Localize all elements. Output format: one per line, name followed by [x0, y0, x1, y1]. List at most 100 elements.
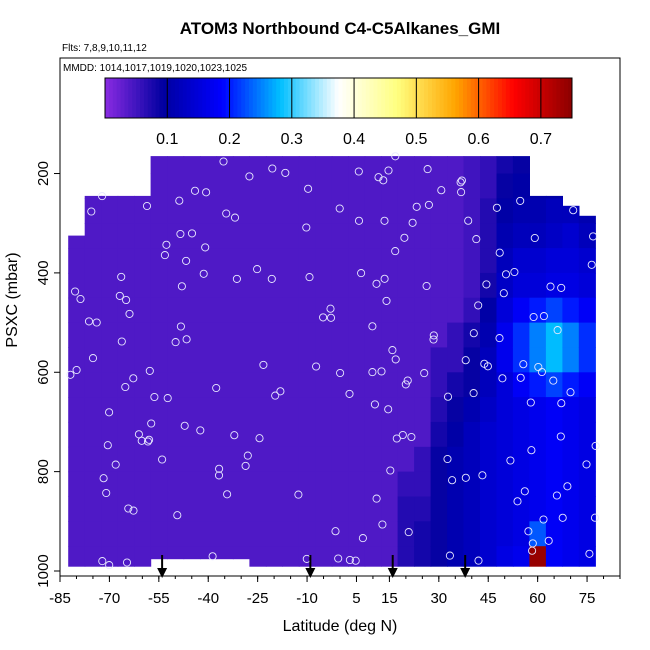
heatmap-cell	[463, 297, 481, 324]
colorbar-swatch	[350, 78, 355, 118]
heatmap-cell	[167, 248, 185, 274]
heatmap-cell	[150, 297, 168, 324]
colorbar-swatch	[389, 78, 394, 118]
colorbar-swatch	[416, 78, 421, 118]
heatmap-cell	[578, 322, 596, 348]
heatmap-cell	[232, 521, 250, 547]
heatmap-cell	[232, 156, 250, 175]
colorbar-swatch	[455, 78, 460, 118]
heatmap-cell	[529, 446, 547, 473]
colorbar-swatch	[513, 78, 519, 118]
sample-marker	[506, 456, 515, 465]
heatmap-cell	[512, 347, 530, 373]
heatmap-cell	[348, 421, 366, 448]
sample-marker	[478, 471, 487, 480]
heatmap-cell	[68, 446, 86, 473]
x-tick-label: 60	[529, 590, 546, 607]
heatmap-cell	[232, 272, 250, 299]
heatmap-cell	[150, 173, 168, 199]
x-axis: -85 -70 -55 -40 -25 -10 5 15 30 45 60 75	[49, 576, 621, 607]
heatmap-cell	[430, 248, 448, 274]
sample-marker	[66, 370, 75, 379]
heatmap-cell	[447, 546, 465, 567]
heatmap-cell	[216, 397, 234, 423]
heatmap-cell	[84, 223, 102, 249]
heatmap-cell	[331, 156, 349, 175]
sample-marker	[456, 178, 465, 187]
heatmap-cell	[480, 223, 498, 249]
sample-marker	[145, 366, 154, 375]
sample-marker	[461, 356, 470, 365]
heatmap-cell	[496, 248, 514, 274]
heatmap-cell	[397, 397, 415, 423]
heatmap-cell	[364, 496, 382, 522]
heatmap-cell	[463, 272, 481, 299]
heatmap-cell	[397, 322, 415, 348]
heatmap-cell	[381, 496, 399, 522]
heatmap-cell	[101, 297, 119, 324]
heatmap-cell	[84, 297, 102, 324]
heatmap-cell	[545, 198, 563, 224]
heatmap-cell	[331, 471, 349, 497]
heatmap-cell	[183, 397, 201, 423]
sample-marker	[422, 281, 431, 291]
heatmap-cell	[496, 521, 514, 547]
sample-marker	[232, 274, 241, 283]
heatmap-cell	[167, 446, 185, 473]
sample-marker	[372, 494, 381, 503]
heatmap-cell	[84, 248, 102, 274]
heatmap-cell	[496, 198, 514, 224]
sample-marker	[129, 374, 138, 383]
heatmap-cell	[364, 173, 382, 199]
heatmap-cell	[480, 198, 498, 224]
heatmap-cell	[348, 322, 366, 348]
sample-marker	[99, 474, 108, 483]
heatmap-cell	[200, 156, 218, 175]
sample-marker	[331, 527, 340, 536]
colorbar-swatch	[287, 78, 293, 118]
sample-marker	[374, 173, 383, 182]
sample-marker	[587, 260, 596, 269]
colorbar-tick-label: 0.5	[405, 131, 427, 148]
sample-marker	[115, 291, 124, 300]
heatmap-cell	[249, 397, 267, 423]
sample-marker	[407, 432, 416, 442]
heatmap-cell	[578, 272, 596, 299]
heatmap-cell	[315, 521, 333, 547]
heatmap-cell	[117, 471, 135, 497]
sample-marker	[304, 184, 313, 193]
heatmap-cell	[101, 198, 119, 224]
heatmap-cell	[480, 496, 498, 522]
heatmap-cell	[167, 546, 185, 560]
heatmap-cell	[414, 496, 432, 522]
heatmap-cell	[562, 322, 580, 348]
sample-marker	[457, 188, 466, 197]
sample-marker	[335, 204, 344, 213]
sample-marker	[180, 421, 189, 430]
heatmap-cell	[183, 248, 201, 274]
heatmap-cell	[480, 546, 498, 567]
colorbar-swatch	[354, 78, 359, 118]
x-tick-label: -85	[49, 590, 71, 607]
heatmap-cell	[134, 546, 152, 567]
heatmap-cell	[397, 546, 415, 567]
heatmap-cell	[134, 347, 152, 373]
heatmap-cell	[529, 421, 547, 448]
heatmap-cell	[167, 521, 185, 547]
colorbar-swatch	[229, 78, 234, 118]
heatmap-cell	[183, 347, 201, 373]
latitude-arrow	[157, 555, 168, 578]
colorbar-swatch	[396, 78, 402, 118]
colorbar-swatch	[400, 78, 406, 118]
colorbar-swatch	[361, 78, 367, 118]
heatmap-cell	[117, 372, 135, 398]
colorbar-swatch	[377, 78, 382, 118]
heatmap-cell	[282, 397, 300, 423]
heatmap-cell	[480, 156, 498, 175]
sample-marker	[403, 376, 412, 385]
sample-marker	[520, 487, 529, 496]
colorbar-swatch	[237, 78, 242, 118]
sample-marker	[160, 251, 169, 260]
sample-marker	[530, 233, 539, 243]
sample-marker	[87, 207, 96, 216]
